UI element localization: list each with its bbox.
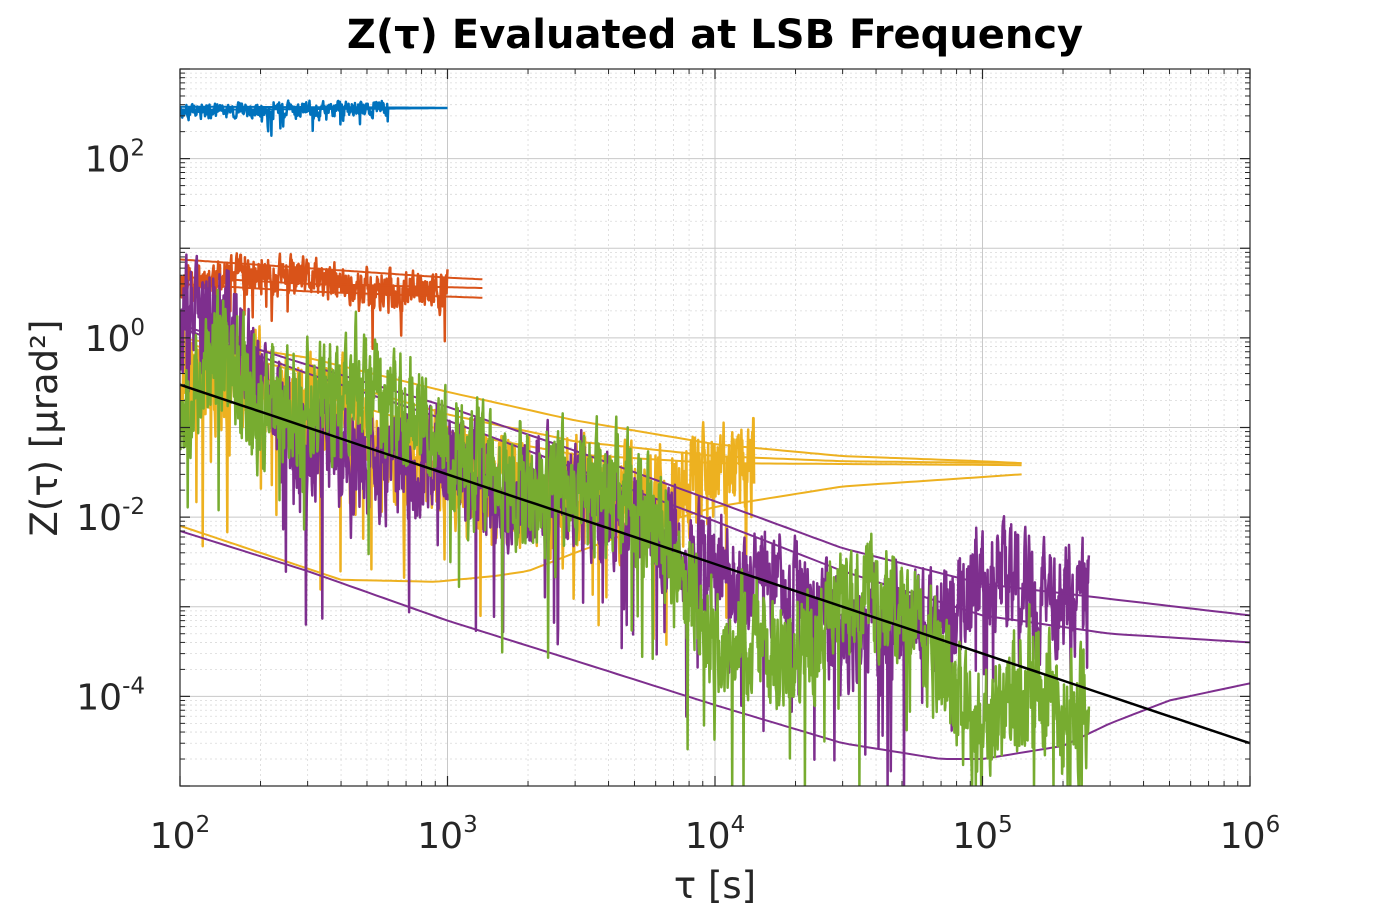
y-tick-label: 102 xyxy=(85,136,145,181)
plot-area xyxy=(179,68,1251,787)
x-tick-label: 105 xyxy=(952,812,1012,857)
orange-mid-line xyxy=(180,275,483,289)
green-data-line xyxy=(180,288,1091,786)
y-axis-label: Z(τ) [μrad²] xyxy=(23,320,66,537)
orange-upper-line xyxy=(180,258,483,281)
x-tick-label: 102 xyxy=(150,812,210,857)
series-layer xyxy=(180,99,1250,786)
x-axis-label: τ [s] xyxy=(674,864,756,907)
x-tick-label: 103 xyxy=(417,812,477,857)
blue-bound-2-line xyxy=(180,107,448,111)
y-tick-label: 10-4 xyxy=(76,673,145,718)
x-tick-labels: 102 103 104 105 106 xyxy=(150,812,1280,857)
y-tick-label: 10-2 xyxy=(76,494,145,539)
y-tick-label: 100 xyxy=(85,315,145,360)
tick-marks xyxy=(179,68,1251,787)
y-tick-labels: 10-4 10-2 100 102 xyxy=(76,136,145,719)
chart-title: Z(τ) Evaluated at LSB Frequency xyxy=(347,12,1083,58)
x-tick-label: 106 xyxy=(1220,812,1280,857)
x-tick-label: 104 xyxy=(685,812,745,857)
orange-lower-line xyxy=(180,282,483,299)
black-fit-line xyxy=(180,383,1250,745)
